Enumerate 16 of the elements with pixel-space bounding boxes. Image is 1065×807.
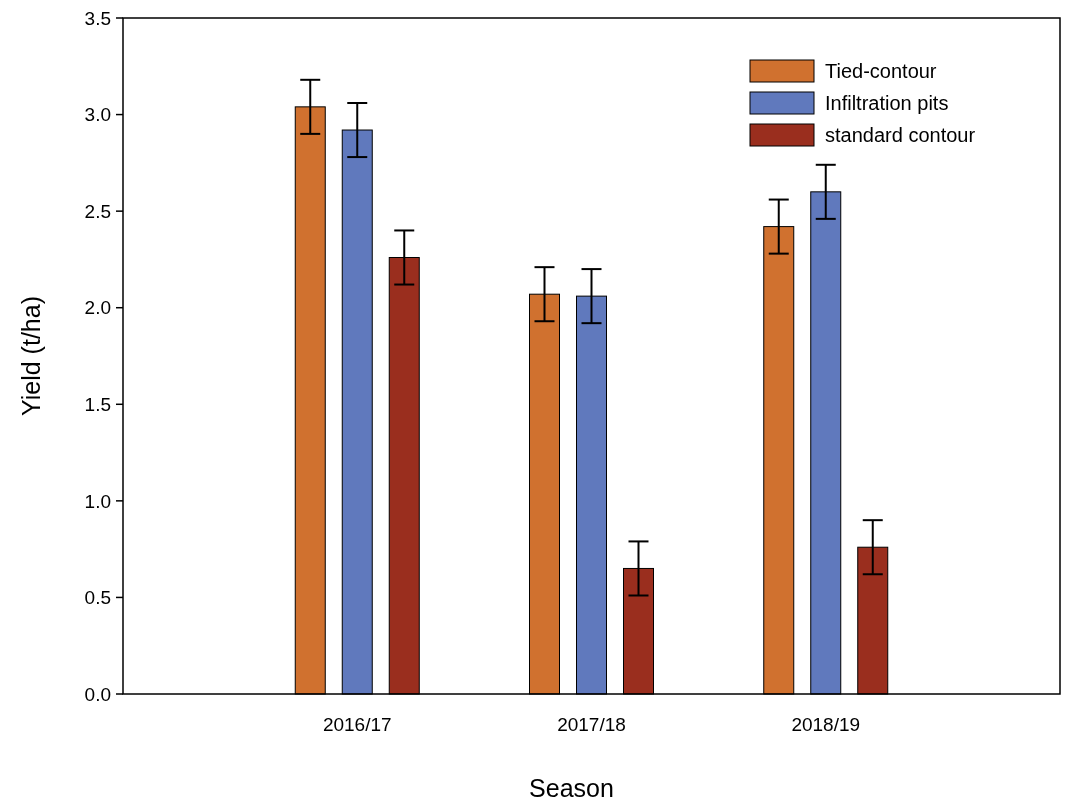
y-tick-label: 0.0 xyxy=(84,683,111,705)
y-tick-label: 3.0 xyxy=(84,104,111,126)
x-tick-label: 2018/19 xyxy=(791,713,861,735)
y-tick-label: 1.0 xyxy=(84,490,111,512)
y-tick-label: 2.0 xyxy=(84,297,111,319)
y-axis-title: Yield (t/ha) xyxy=(17,296,45,416)
y-tick-label: 1.5 xyxy=(84,393,111,415)
legend-label: Tied-contour xyxy=(825,60,937,82)
y-tick-label: 0.5 xyxy=(84,587,111,609)
x-tick-label: 2017/18 xyxy=(557,713,626,735)
x-tick-label: 2016/17 xyxy=(322,713,392,735)
legend-label: standard contour xyxy=(825,124,976,146)
y-tick-label: 2.5 xyxy=(84,200,111,222)
y-tick-label: 3.5 xyxy=(84,7,111,29)
x-axis-title: Season xyxy=(529,774,614,802)
legend-label: Infiltration pits xyxy=(825,92,949,114)
